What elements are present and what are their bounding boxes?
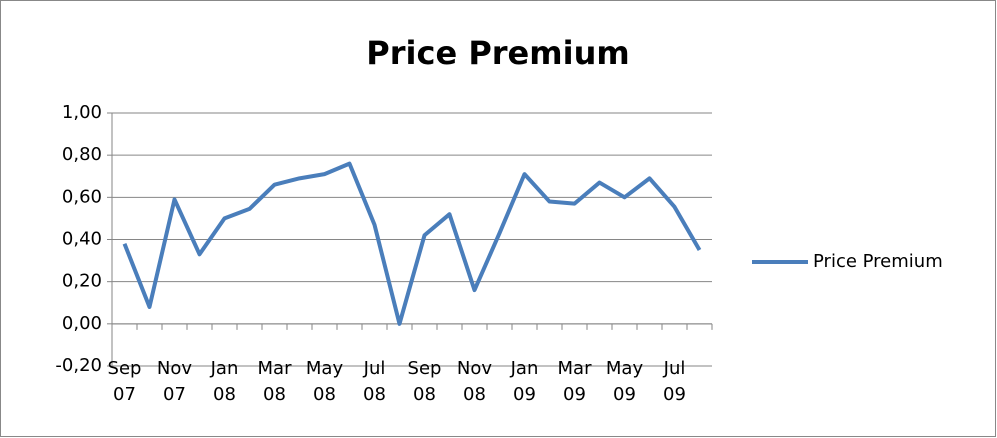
y-tick-label: 1,00 bbox=[62, 102, 102, 123]
x-tick-label: Jul 09 bbox=[663, 358, 686, 405]
chart-title: Price Premium bbox=[366, 34, 629, 72]
x-tick-label: Mar 08 bbox=[257, 358, 292, 405]
x-tick-label: Sep 07 bbox=[107, 358, 142, 405]
x-tick-label: Mar 09 bbox=[557, 358, 592, 405]
x-tick-label: Nov 08 bbox=[456, 358, 493, 405]
y-tick-label: 0,00 bbox=[62, 313, 102, 334]
x-tick-label: May 08 bbox=[305, 358, 344, 405]
y-tick-label: 0,20 bbox=[62, 271, 102, 292]
legend-label: Price Premium bbox=[813, 251, 943, 272]
y-tick-label: -0,20 bbox=[55, 355, 102, 376]
x-tick-label: Jan 08 bbox=[210, 358, 239, 405]
y-tick-label: 0,40 bbox=[62, 229, 102, 250]
y-tick-label: 0,80 bbox=[62, 144, 102, 165]
y-tick-label: 0,60 bbox=[62, 186, 102, 207]
x-tick-label: Sep 08 bbox=[407, 358, 442, 405]
x-tick-label: Jul 08 bbox=[363, 358, 386, 405]
x-tick-label: Nov 07 bbox=[156, 358, 193, 405]
series-line bbox=[122, 161, 702, 326]
x-tick-label: Jan 09 bbox=[510, 358, 539, 405]
x-tick-label: May 09 bbox=[605, 358, 644, 405]
